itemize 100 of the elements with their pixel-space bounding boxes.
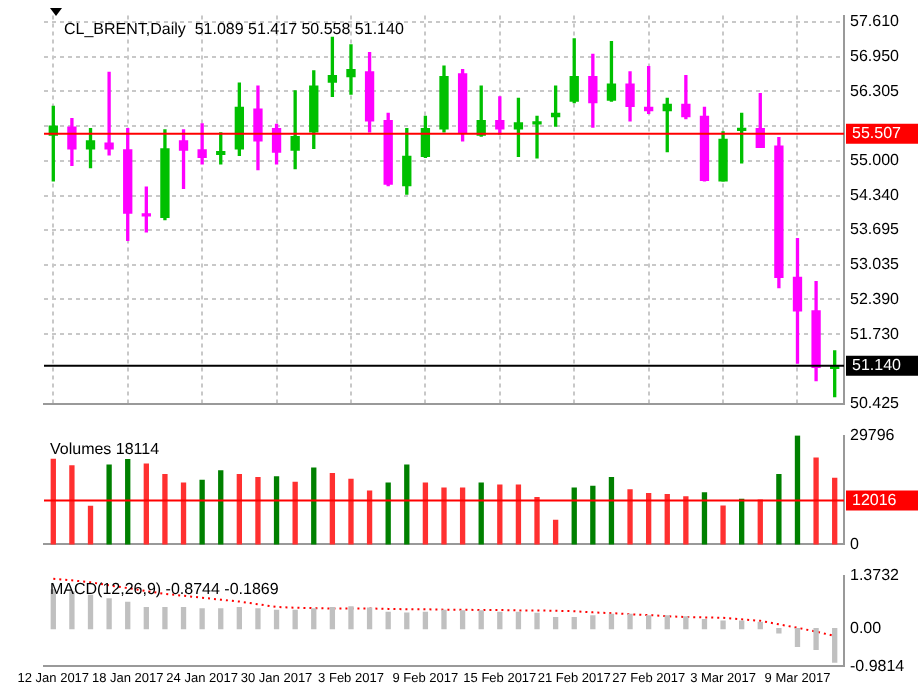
bar: [311, 608, 317, 630]
y-tick-label: -0.9814: [850, 656, 906, 675]
bar: [106, 464, 112, 545]
candlestick: [346, 44, 356, 95]
bar: [683, 616, 689, 630]
bar: [478, 482, 484, 545]
bar: [404, 612, 410, 630]
bar: [534, 497, 540, 545]
bar: [701, 619, 708, 630]
bar: [199, 608, 205, 630]
y-tick-label: 56.950: [850, 47, 901, 66]
bar: [255, 476, 261, 545]
bar: [720, 620, 726, 630]
bar: [422, 611, 429, 630]
bar: [497, 611, 503, 630]
bar: [162, 474, 168, 545]
bar: [776, 474, 782, 545]
bar: [143, 463, 149, 545]
bar: [627, 489, 633, 545]
bar: [273, 476, 280, 545]
bar: [292, 481, 298, 545]
bar: [571, 617, 577, 630]
bar: [385, 482, 391, 545]
bar: [106, 598, 112, 630]
ref-line-label: 12016: [852, 490, 898, 509]
bar: [366, 490, 373, 545]
bar: [645, 615, 652, 630]
candlestick: [104, 71, 114, 156]
chart-title: MACD(12,26,9) -0.8744 -0.1869: [50, 580, 280, 599]
chart-title: CL_BRENT,Daily 51.089 51.417 50.558 51.140: [64, 20, 405, 39]
bar: [552, 519, 559, 545]
bar: [552, 617, 559, 630]
bar: [664, 494, 670, 545]
bar: [590, 615, 596, 630]
bar: [832, 477, 838, 545]
bar: [162, 607, 168, 630]
bar: [608, 613, 615, 630]
y-tick-label: 56.305: [850, 81, 901, 100]
y-tick-label: 53.035: [850, 255, 901, 274]
bar: [180, 607, 187, 630]
y-tick-label: 57.610: [850, 12, 901, 31]
bar: [69, 465, 75, 545]
bar: [478, 610, 484, 630]
bar: [497, 484, 503, 545]
bar: [273, 609, 280, 630]
bar: [180, 482, 187, 545]
bar: [236, 474, 243, 545]
bar: [701, 492, 708, 545]
bar: [329, 607, 336, 630]
ref-line-label: 51.140: [852, 356, 903, 375]
bar: [311, 467, 317, 545]
line-series: [52, 577, 836, 637]
bar: [515, 611, 522, 630]
bar: [422, 482, 429, 545]
y-tick-label: 0: [850, 534, 860, 553]
bar: [404, 464, 410, 545]
bar: [292, 609, 298, 630]
y-tick-label: 55.000: [850, 151, 901, 170]
bar: [125, 601, 131, 630]
bar: [441, 609, 447, 630]
bar: [794, 627, 801, 647]
bar: [50, 458, 56, 545]
bar: [608, 476, 615, 545]
y-tick-label: 54.340: [850, 186, 901, 205]
bar: [794, 435, 801, 545]
bar: [813, 457, 819, 545]
bar: [255, 608, 261, 630]
y-tick-label: 50.425: [850, 394, 901, 413]
y-tick-label: 52.390: [850, 289, 901, 308]
bar: [199, 479, 205, 545]
bar: [683, 496, 689, 545]
chart-title: Volumes 18114: [50, 440, 161, 459]
bar: [776, 627, 782, 634]
bar: [87, 505, 94, 545]
ref-line-label: 55.507: [852, 124, 903, 143]
y-tick-label: 0.00: [850, 618, 883, 637]
bar: [366, 607, 373, 630]
bar: [218, 470, 224, 545]
bar: [87, 594, 94, 630]
bar: [534, 612, 540, 630]
bar: [236, 607, 243, 630]
bar: [143, 607, 149, 630]
bar: [627, 613, 633, 630]
bar: [590, 485, 596, 545]
y-tick-label: 51.730: [850, 324, 901, 343]
bar: [441, 487, 447, 545]
bar: [832, 627, 838, 663]
bar: [515, 484, 522, 545]
y-tick-label: 1.3732: [850, 566, 901, 585]
bar: [720, 505, 726, 545]
bar: [218, 608, 224, 630]
bar: [813, 627, 819, 651]
candlestick: [532, 115, 542, 159]
y-tick-label: 29796: [850, 426, 896, 445]
bar: [385, 611, 391, 630]
bar: [125, 459, 131, 545]
bar: [348, 478, 354, 545]
bar: [329, 472, 336, 545]
y-tick-label: 53.695: [850, 220, 901, 239]
bar: [348, 606, 354, 630]
